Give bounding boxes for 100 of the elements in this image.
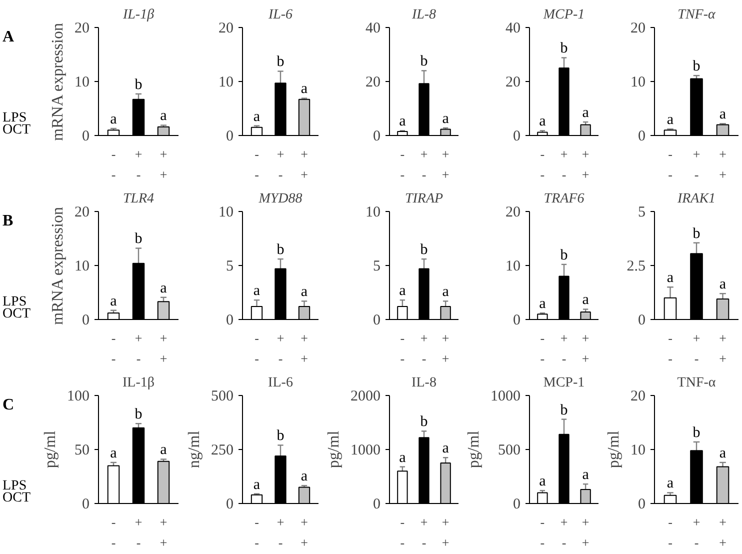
y-tick-label: 100: [67, 388, 90, 404]
annotation: b: [134, 76, 142, 93]
y-tick-label: 0: [373, 128, 380, 144]
y-tick-label: 0: [513, 312, 520, 328]
x-tick-label: - -: [254, 330, 259, 366]
annotation: a: [253, 476, 260, 493]
x-tick-label: + +: [300, 330, 308, 366]
y-tick-label: 0: [513, 496, 520, 512]
chart-title: IL-8: [410, 8, 436, 22]
y-axis-title: mRNA expression: [50, 23, 66, 141]
y-tick-label: 0: [82, 312, 90, 328]
text: OCT: [2, 490, 31, 506]
x-tick-label: + +: [719, 146, 726, 182]
annotation: b: [276, 428, 284, 444]
annotation: b: [420, 242, 428, 258]
annotation: a: [399, 114, 406, 130]
y-tick-label: 500: [498, 442, 520, 458]
annotation: b: [560, 247, 568, 264]
annotation: a: [399, 283, 406, 300]
y-axis-title: pg/ml: [326, 430, 342, 468]
y-tick-label: 0: [638, 496, 646, 512]
y-axis-title: mRNA expression: [50, 207, 66, 325]
y-tick-label: 50: [74, 442, 90, 458]
x-tick-label: + -: [276, 146, 284, 182]
y-axis-title: pg/ml: [466, 430, 482, 468]
x-tick-label: - -: [111, 514, 116, 550]
y-tick-label: 10: [366, 204, 380, 220]
x-tick-label: + -: [420, 330, 428, 366]
x-tick-label: + -: [560, 514, 568, 550]
y-tick-label: 10: [218, 74, 234, 90]
text: OCT: [2, 306, 31, 322]
x-tick-label: + +: [442, 330, 450, 366]
text: LPS: [2, 110, 27, 126]
annotation: a: [582, 467, 590, 484]
annotation: a: [253, 283, 260, 300]
text: LPS: [2, 478, 27, 494]
x-tick-label: + -: [276, 330, 284, 366]
chart-title: IRAK1: [676, 192, 716, 206]
annotation: b: [276, 242, 284, 258]
x-tick-label: - -: [400, 330, 405, 366]
x-tick-label: + -: [134, 514, 142, 550]
x-tick-label: + +: [160, 514, 168, 550]
x-tick-label: + +: [582, 146, 590, 182]
annotation: a: [442, 440, 450, 457]
y-tick-label: 0: [226, 496, 234, 512]
y-tick-label: 1000: [490, 388, 520, 404]
y-tick-label: 20: [506, 74, 520, 90]
annotation: a: [719, 445, 726, 462]
y-tick-label: 40: [506, 20, 520, 36]
chart-title: TNF-α: [677, 376, 716, 390]
chart-title: IL-8: [412, 376, 436, 390]
text: C: [2, 396, 14, 414]
x-tick-label: + -: [276, 514, 284, 550]
y-tick-label: 0: [373, 496, 380, 512]
annotation: b: [692, 226, 700, 242]
text: OCT: [2, 122, 31, 138]
annotation: a: [666, 476, 674, 492]
y-tick-label: 0: [226, 128, 234, 144]
annotation: a: [399, 450, 406, 466]
y-tick-label: 0: [226, 312, 234, 328]
y-tick-label: 250: [211, 442, 234, 458]
y-tick-label: 5: [373, 258, 380, 274]
annotation: a: [442, 284, 450, 300]
x-tick-label: - -: [400, 146, 405, 182]
y-tick-label: 0: [82, 128, 90, 144]
x-tick-label: + +: [582, 514, 590, 550]
annotation: a: [110, 293, 118, 310]
x-tick-label: + -: [692, 146, 700, 182]
y-tick-label: 10: [218, 204, 234, 220]
y-tick-label: 10: [630, 74, 646, 90]
y-tick-label: 20: [630, 20, 646, 36]
chart-title: MCP-1: [542, 8, 585, 22]
x-tick-label: + -: [134, 330, 142, 366]
chart-title: TLR4: [122, 192, 154, 206]
annotation: a: [539, 474, 546, 490]
annotation: a: [442, 110, 450, 127]
y-tick-label: 10: [630, 442, 646, 458]
x-tick-label: + -: [560, 330, 568, 366]
annotation: a: [582, 105, 590, 121]
y-axis-title: pg/ml: [42, 430, 59, 468]
x-tick-label: + +: [300, 514, 308, 550]
annotation: b: [692, 58, 700, 75]
y-tick-label: 20: [630, 388, 646, 404]
annotation: a: [719, 276, 726, 293]
chart-title: TIRAP: [404, 192, 444, 206]
x-tick-label: - -: [540, 514, 545, 550]
x-tick-label: - -: [540, 146, 545, 182]
y-tick-label: 0: [373, 312, 380, 328]
y-tick-label: 0: [638, 312, 646, 328]
x-tick-label: + -: [420, 514, 428, 550]
x-tick-label: + +: [719, 330, 726, 366]
x-tick-label: - -: [668, 146, 672, 182]
x-tick-label: - -: [668, 330, 672, 366]
y-tick-label: 2000: [350, 388, 380, 404]
annotation: a: [666, 112, 674, 128]
y-tick-label: 2.5: [626, 258, 646, 274]
x-tick-label: + +: [442, 514, 450, 550]
x-tick-label: - -: [254, 146, 259, 182]
chart-title: MCP-1: [543, 376, 585, 390]
annotation: a: [160, 108, 168, 124]
